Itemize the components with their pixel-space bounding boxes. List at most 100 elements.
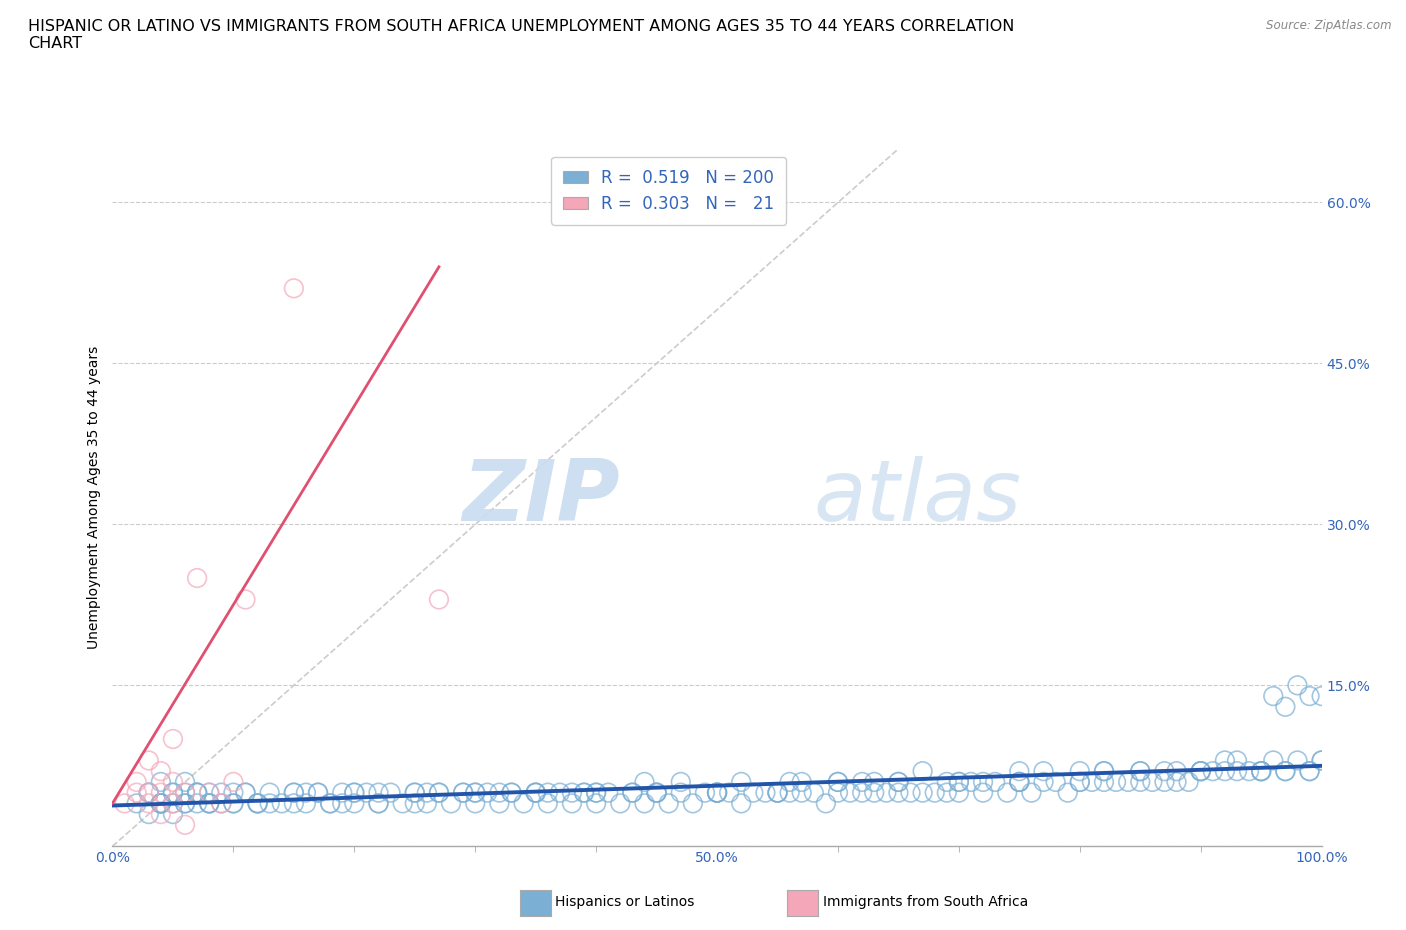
Point — [427, 592, 450, 607]
Point — [645, 785, 668, 800]
Point — [598, 785, 620, 800]
Point — [585, 796, 607, 811]
Point — [706, 785, 728, 800]
Point — [1226, 753, 1249, 768]
Point — [283, 785, 305, 800]
Point — [984, 775, 1007, 790]
Point — [1274, 764, 1296, 778]
Point — [1092, 775, 1115, 790]
Point — [222, 785, 245, 800]
Point — [1237, 764, 1260, 778]
Point — [827, 775, 849, 790]
Point — [1250, 764, 1272, 778]
Point — [911, 764, 934, 778]
Point — [972, 775, 994, 790]
Point — [464, 796, 486, 811]
Point — [924, 785, 946, 800]
Point — [960, 775, 983, 790]
Point — [404, 796, 426, 811]
Point — [125, 775, 148, 790]
Point — [235, 592, 257, 607]
Point — [404, 785, 426, 800]
Point — [367, 785, 389, 800]
Point — [246, 796, 269, 811]
Point — [1310, 753, 1333, 768]
Text: Hispanics or Latinos: Hispanics or Latinos — [555, 895, 695, 910]
Point — [561, 785, 583, 800]
Point — [246, 796, 269, 811]
Point — [1032, 764, 1054, 778]
Point — [1166, 775, 1188, 790]
Point — [875, 785, 897, 800]
Point — [790, 785, 813, 800]
Point — [149, 806, 172, 821]
Point — [706, 785, 728, 800]
Point — [1189, 764, 1212, 778]
Point — [149, 796, 172, 811]
Point — [572, 785, 595, 800]
Point — [367, 796, 389, 811]
Text: atlas: atlas — [814, 456, 1022, 539]
Point — [295, 796, 318, 811]
Point — [948, 775, 970, 790]
Point — [706, 785, 728, 800]
Point — [766, 785, 789, 800]
Point — [1092, 764, 1115, 778]
Point — [1008, 775, 1031, 790]
Point — [1213, 753, 1236, 768]
Point — [827, 775, 849, 790]
Point — [935, 785, 957, 800]
Point — [814, 796, 837, 811]
Point — [537, 785, 560, 800]
Point — [1081, 775, 1104, 790]
Point — [779, 775, 801, 790]
Point — [1008, 775, 1031, 790]
Point — [718, 785, 741, 800]
Point — [1298, 764, 1320, 778]
Point — [149, 796, 172, 811]
Point — [235, 785, 257, 800]
Point — [451, 785, 474, 800]
Point — [1166, 764, 1188, 778]
Point — [1153, 775, 1175, 790]
Text: HISPANIC OR LATINO VS IMMIGRANTS FROM SOUTH AFRICA UNEMPLOYMENT AMONG AGES 35 TO: HISPANIC OR LATINO VS IMMIGRANTS FROM SO… — [28, 19, 1015, 51]
Point — [367, 796, 389, 811]
Point — [572, 785, 595, 800]
Point — [138, 806, 160, 821]
Point — [1045, 775, 1067, 790]
Point — [149, 796, 172, 811]
Point — [863, 785, 886, 800]
Point — [186, 785, 208, 800]
Point — [464, 785, 486, 800]
Point — [524, 785, 547, 800]
Point — [330, 796, 353, 811]
Point — [246, 796, 269, 811]
Point — [209, 785, 232, 800]
Y-axis label: Unemployment Among Ages 35 to 44 years: Unemployment Among Ages 35 to 44 years — [87, 346, 101, 649]
Point — [198, 785, 221, 800]
Point — [972, 785, 994, 800]
Point — [1008, 764, 1031, 778]
Point — [561, 796, 583, 811]
Point — [911, 785, 934, 800]
Point — [198, 785, 221, 800]
Point — [416, 796, 439, 811]
Point — [174, 785, 197, 800]
Point — [330, 785, 353, 800]
Point — [1105, 775, 1128, 790]
Point — [427, 785, 450, 800]
Point — [174, 785, 197, 800]
Point — [548, 785, 571, 800]
Point — [645, 785, 668, 800]
Point — [1189, 764, 1212, 778]
Point — [209, 796, 232, 811]
Point — [259, 785, 281, 800]
Point — [887, 775, 910, 790]
Point — [1298, 688, 1320, 703]
Point — [138, 785, 160, 800]
Point — [319, 796, 342, 811]
Point — [1310, 753, 1333, 768]
Point — [900, 785, 922, 800]
Point — [501, 785, 523, 800]
Point — [621, 785, 644, 800]
